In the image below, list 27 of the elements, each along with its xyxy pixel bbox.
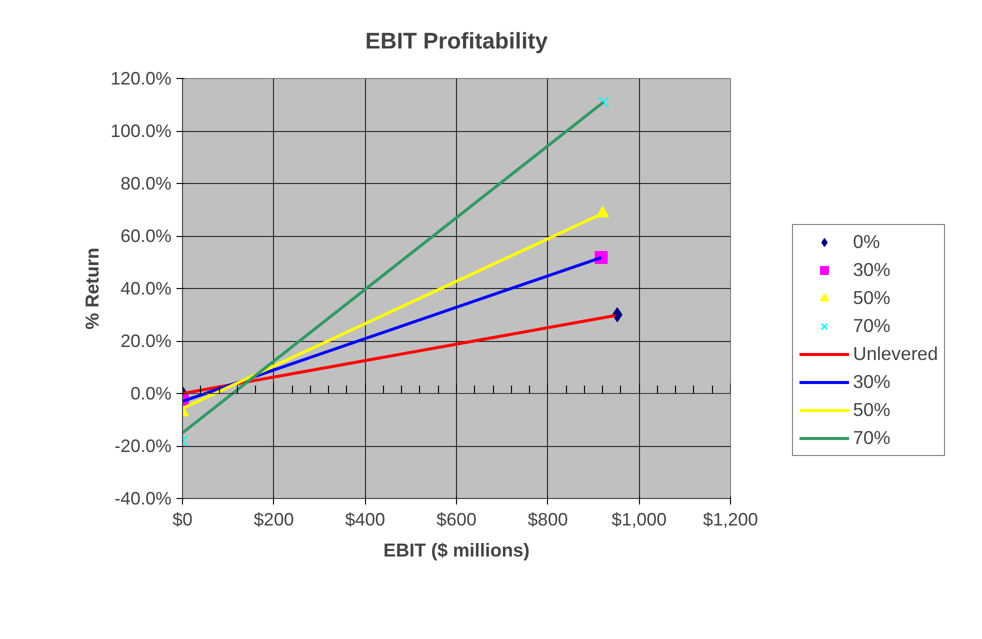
- legend-label: Unlevered: [853, 343, 938, 365]
- y-tick-label: 120.0%: [110, 68, 172, 88]
- x-tick-label: $800: [528, 510, 568, 530]
- x-tick-label: $600: [436, 510, 477, 530]
- legend-label: 30%: [853, 371, 892, 393]
- legend-label: 70%: [853, 315, 892, 337]
- legend-label: 0%: [853, 231, 881, 253]
- legend-label: 30%: [853, 259, 892, 281]
- y-tick-label: 0.0%: [130, 384, 172, 404]
- x-tick-label: $1,200: [702, 510, 758, 530]
- y-tick-label: 20.0%: [120, 331, 172, 351]
- legend-label: 50%: [853, 287, 892, 309]
- x-tick-label: $1,000: [612, 510, 667, 530]
- x-axis-title: EBIT ($ millions): [383, 540, 530, 560]
- y-tick-label: 60.0%: [120, 226, 172, 246]
- x-tick-label: $0: [172, 510, 193, 530]
- y-tick-label: -40.0%: [114, 488, 172, 508]
- y-axis-title: % Return: [81, 248, 102, 330]
- y-tick-label: -20.0%: [114, 436, 172, 456]
- y-tick-label: 100.0%: [110, 121, 172, 141]
- x-tick-label: $200: [254, 510, 294, 530]
- chart-title: EBIT Profitability: [365, 28, 548, 54]
- y-tick-label: 80.0%: [120, 174, 172, 194]
- x-tick-label: $400: [345, 510, 386, 530]
- legend-label: 50%: [853, 399, 892, 421]
- y-tick-label: 40.0%: [120, 278, 172, 298]
- legend-label: 70%: [853, 427, 892, 449]
